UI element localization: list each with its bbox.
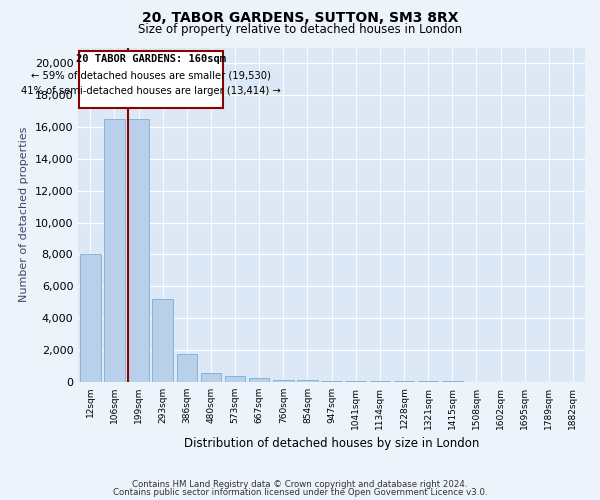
Text: ← 59% of detached houses are smaller (19,530): ← 59% of detached houses are smaller (19… (31, 70, 271, 80)
Text: Contains HM Land Registry data © Crown copyright and database right 2024.: Contains HM Land Registry data © Crown c… (132, 480, 468, 489)
Text: Contains public sector information licensed under the Open Government Licence v3: Contains public sector information licen… (113, 488, 487, 497)
X-axis label: Distribution of detached houses by size in London: Distribution of detached houses by size … (184, 437, 479, 450)
Bar (200, 373, 221, 382)
Bar (297, 380, 318, 382)
Bar (128, 119, 149, 382)
Bar (225, 376, 245, 382)
Text: Size of property relative to detached houses in London: Size of property relative to detached ho… (138, 22, 462, 36)
Y-axis label: Number of detached properties: Number of detached properties (19, 127, 29, 302)
Bar (176, 354, 197, 382)
Bar (80, 254, 101, 382)
Text: 41% of semi-detached houses are larger (13,414) →: 41% of semi-detached houses are larger (… (21, 86, 281, 97)
Bar (152, 299, 173, 382)
Bar (249, 378, 269, 382)
Text: 20 TABOR GARDENS: 160sqm: 20 TABOR GARDENS: 160sqm (76, 54, 226, 64)
Bar (322, 381, 342, 382)
Bar (346, 381, 366, 382)
Text: 20, TABOR GARDENS, SUTTON, SM3 8RX: 20, TABOR GARDENS, SUTTON, SM3 8RX (142, 11, 458, 25)
Bar (104, 119, 125, 382)
FancyBboxPatch shape (79, 51, 223, 108)
Bar (273, 380, 293, 382)
